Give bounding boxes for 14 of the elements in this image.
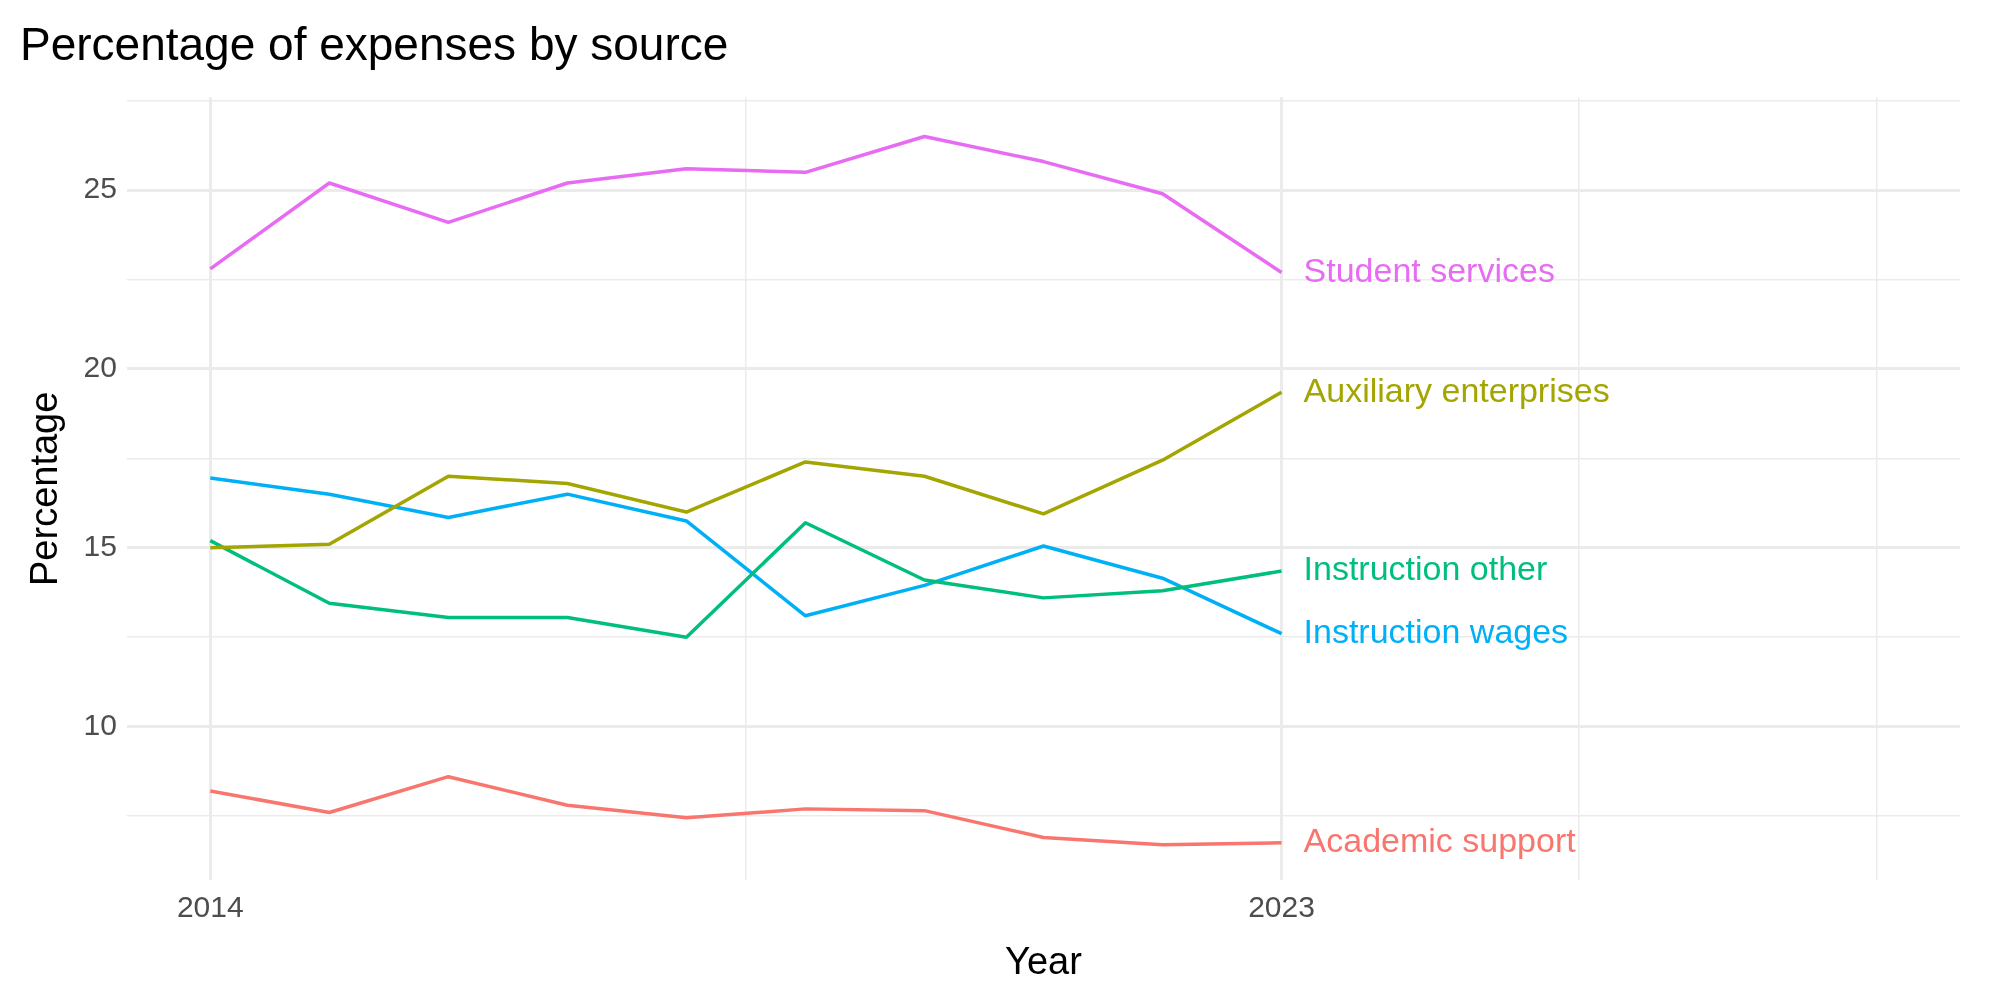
series-label: Academic support: [1303, 821, 1577, 860]
chart-title: Percentage of expenses by source: [20, 18, 729, 71]
series-label: Student services: [1303, 250, 1555, 289]
y-tick-label: 10: [83, 707, 117, 741]
series-label: Auxiliary enterprises: [1303, 370, 1610, 409]
y-tick-label: 15: [83, 529, 117, 563]
y-tick-label: 20: [83, 350, 117, 384]
x-tick-label: 2023: [1248, 889, 1315, 923]
series-label: Instruction wages: [1303, 612, 1569, 651]
x-axis-title: Year: [1005, 939, 1083, 982]
y-tick-label: 25: [83, 171, 117, 205]
y-axis-title: Percentage: [23, 391, 66, 586]
x-tick-label: 2014: [176, 889, 244, 923]
series-label: Instruction other: [1303, 549, 1548, 588]
